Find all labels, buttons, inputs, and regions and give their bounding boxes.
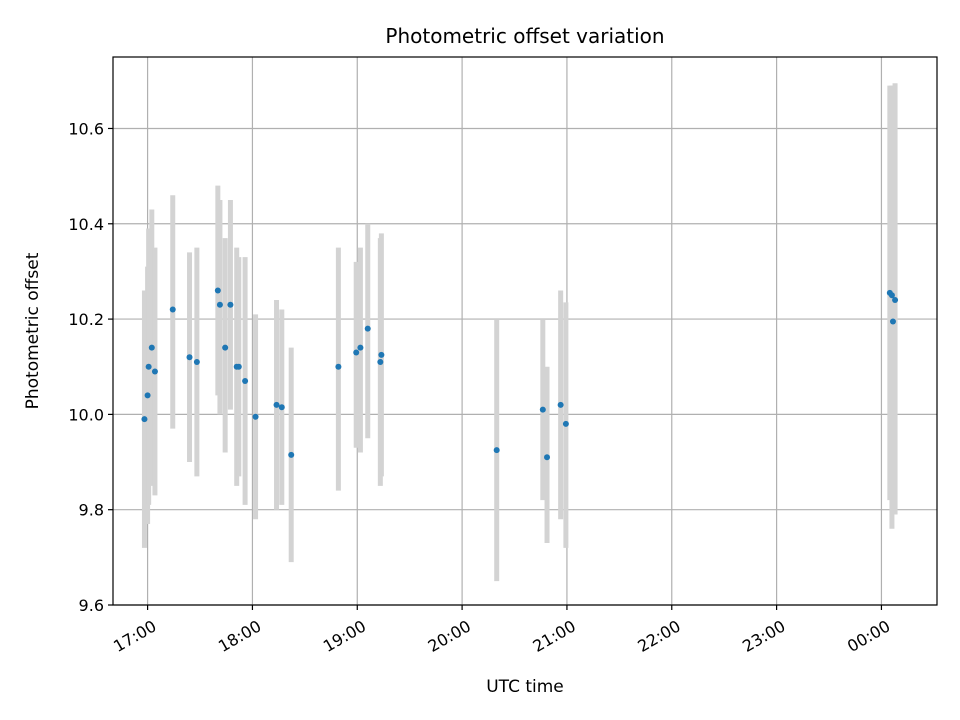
data-point	[353, 349, 360, 356]
data-point	[169, 306, 176, 313]
data-point	[335, 363, 342, 370]
chart-title: Photometric offset variation	[385, 24, 664, 48]
y-tick-label: 10.0	[68, 405, 104, 424]
data-point	[151, 368, 158, 375]
data-point	[544, 454, 551, 461]
data-point	[888, 292, 895, 299]
data-point	[252, 413, 259, 420]
data-point	[288, 451, 295, 458]
data-point	[222, 344, 229, 351]
data-point	[557, 401, 564, 408]
data-point	[145, 363, 152, 370]
plot-frame	[112, 56, 938, 606]
y-tick-label: 10.6	[68, 119, 104, 138]
data-point	[141, 416, 148, 423]
data-point	[144, 392, 151, 399]
data-point	[377, 358, 384, 365]
y-tick-label: 10.4	[68, 215, 104, 234]
y-tick-label: 9.8	[79, 501, 104, 520]
data-point	[227, 301, 234, 308]
data-point	[186, 354, 193, 361]
data-point	[378, 351, 385, 358]
y-tick-label: 9.6	[79, 596, 104, 615]
data-point	[273, 401, 280, 408]
y-axis-title: Photometric offset	[23, 252, 43, 409]
data-point	[364, 325, 371, 332]
data-point	[889, 318, 896, 325]
y-tick-label: 10.2	[68, 310, 104, 329]
data-point	[216, 301, 223, 308]
data-point	[242, 378, 249, 385]
data-point	[357, 344, 364, 351]
data-point	[493, 447, 500, 454]
x-axis-title: UTC time	[486, 677, 564, 697]
y-axis: 9.6 9.8 10.0 10.2 10.4 10.6	[68, 119, 113, 615]
data-point	[892, 297, 899, 304]
data-point	[235, 363, 242, 370]
data-point	[214, 287, 221, 294]
data-point	[193, 358, 200, 365]
data-point	[562, 420, 569, 427]
data-point	[278, 404, 285, 411]
data-point	[148, 344, 155, 351]
data-point	[539, 406, 546, 413]
data-points	[141, 287, 899, 461]
